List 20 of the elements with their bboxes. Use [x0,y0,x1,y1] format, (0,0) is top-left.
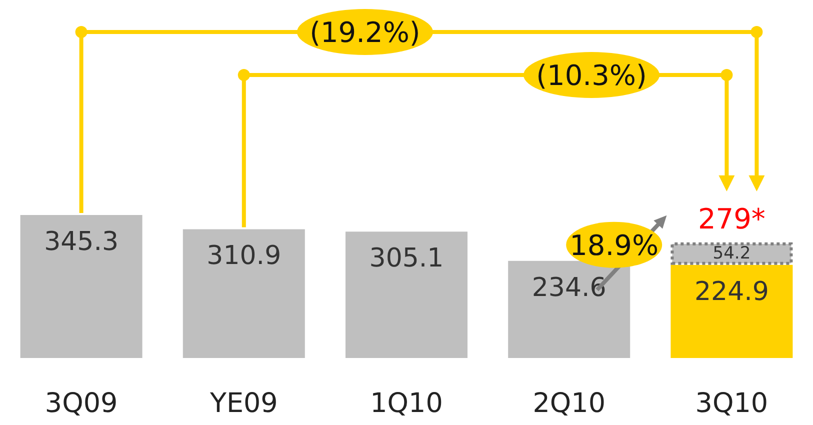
total-label: 279* [698,202,766,236]
x-tick-label: 1Q10 [370,388,443,419]
data-label: 305.1 [369,244,444,274]
data-label: 224.9 [694,276,769,307]
data-label: 310.9 [206,241,282,272]
bar [20,215,142,358]
x-tick-label: YE09 [208,388,278,419]
x-tick-label: 3Q09 [44,388,118,419]
bar [670,242,793,265]
data-label: 345.3 [44,227,119,257]
text: (10.3%) [536,59,647,92]
text: (19.2%) [310,16,420,49]
x-tick-label: 3Q10 [695,388,768,419]
data-label: 54.2 [712,244,751,264]
data-label: 234.6 [532,272,606,303]
bar [182,229,305,358]
annotation: 18.9% [570,228,659,262]
bar [346,232,468,358]
bar [670,264,793,358]
x-tick-label: 2Q10 [532,388,606,419]
